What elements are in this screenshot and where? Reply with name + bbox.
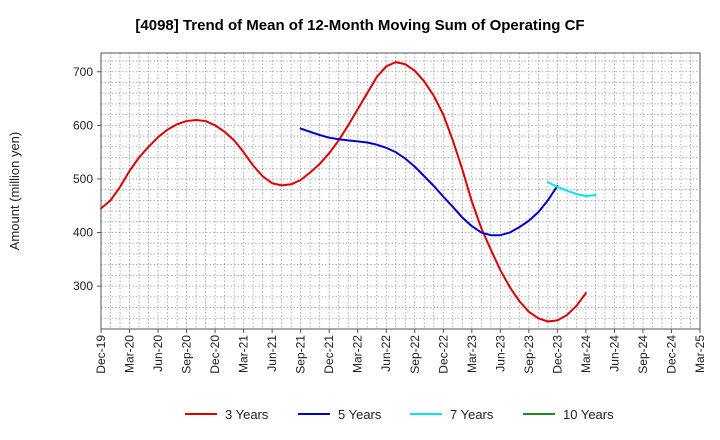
series-line-5-years — [299, 127, 559, 237]
legend-label: 3 Years — [225, 407, 269, 422]
y-axis: 300 400 500 600 700 — [73, 65, 101, 293]
plot-border — [100, 52, 701, 330]
x-tick-label: Dec-23 — [550, 335, 564, 374]
x-tick-label: Sep-23 — [522, 335, 536, 374]
series-line-3-years — [100, 61, 587, 323]
grid — [101, 53, 700, 329]
x-tick-label: Dec-20 — [208, 335, 222, 374]
y-tick-label: 300 — [73, 279, 93, 293]
x-tick-label: Dec-19 — [94, 335, 108, 374]
x-axis: Dec-19 Mar-20 Jun-20 Sep-20 Dec-20 Mar-21 Jun-… — [94, 329, 707, 374]
x-tick-label: Mar-25 — [693, 335, 707, 373]
x-tick-label: Mar-22 — [351, 335, 365, 373]
x-tick-label: Mar-21 — [237, 335, 251, 373]
x-tick-label: Dec-22 — [436, 335, 450, 374]
legend-label: 10 Years — [563, 407, 614, 422]
x-tick-label: Dec-21 — [322, 335, 336, 374]
x-tick-label: Sep-24 — [636, 335, 650, 374]
x-tick-label: Jun-21 — [265, 335, 279, 372]
y-tick-label: 600 — [73, 118, 93, 132]
x-tick-label: Mar-20 — [123, 335, 137, 373]
legend: 3 Years 5 Years 7 Years 10 Years — [185, 407, 614, 422]
plot-frame — [101, 53, 700, 329]
y-tick-label: 400 — [73, 226, 93, 240]
x-tick-label: Sep-21 — [294, 335, 308, 374]
x-tick-label: Sep-20 — [180, 335, 194, 374]
x-tick-label: Dec-24 — [664, 335, 678, 374]
x-tick-label: Jun-24 — [607, 335, 621, 372]
x-tick-label: Jun-22 — [379, 335, 393, 372]
series-line-7-years — [546, 181, 597, 198]
x-tick-label: Jun-20 — [151, 335, 165, 372]
x-tick-label: Jun-23 — [493, 335, 507, 372]
legend-label: 7 Years — [450, 407, 494, 422]
x-tick-label: Mar-24 — [579, 335, 593, 373]
x-tick-label: Mar-23 — [465, 335, 479, 373]
y-axis-label: Amount (million yen) — [7, 132, 22, 251]
plot-area — [100, 52, 701, 330]
y-tick-label: 700 — [73, 65, 93, 79]
series-layer — [100, 61, 597, 323]
y-tick-label: 500 — [73, 172, 93, 186]
chart-title: [4098] Trend of Mean of 12-Month Moving … — [135, 17, 584, 34]
legend-label: 5 Years — [338, 407, 382, 422]
x-tick-label: Sep-22 — [408, 335, 422, 374]
